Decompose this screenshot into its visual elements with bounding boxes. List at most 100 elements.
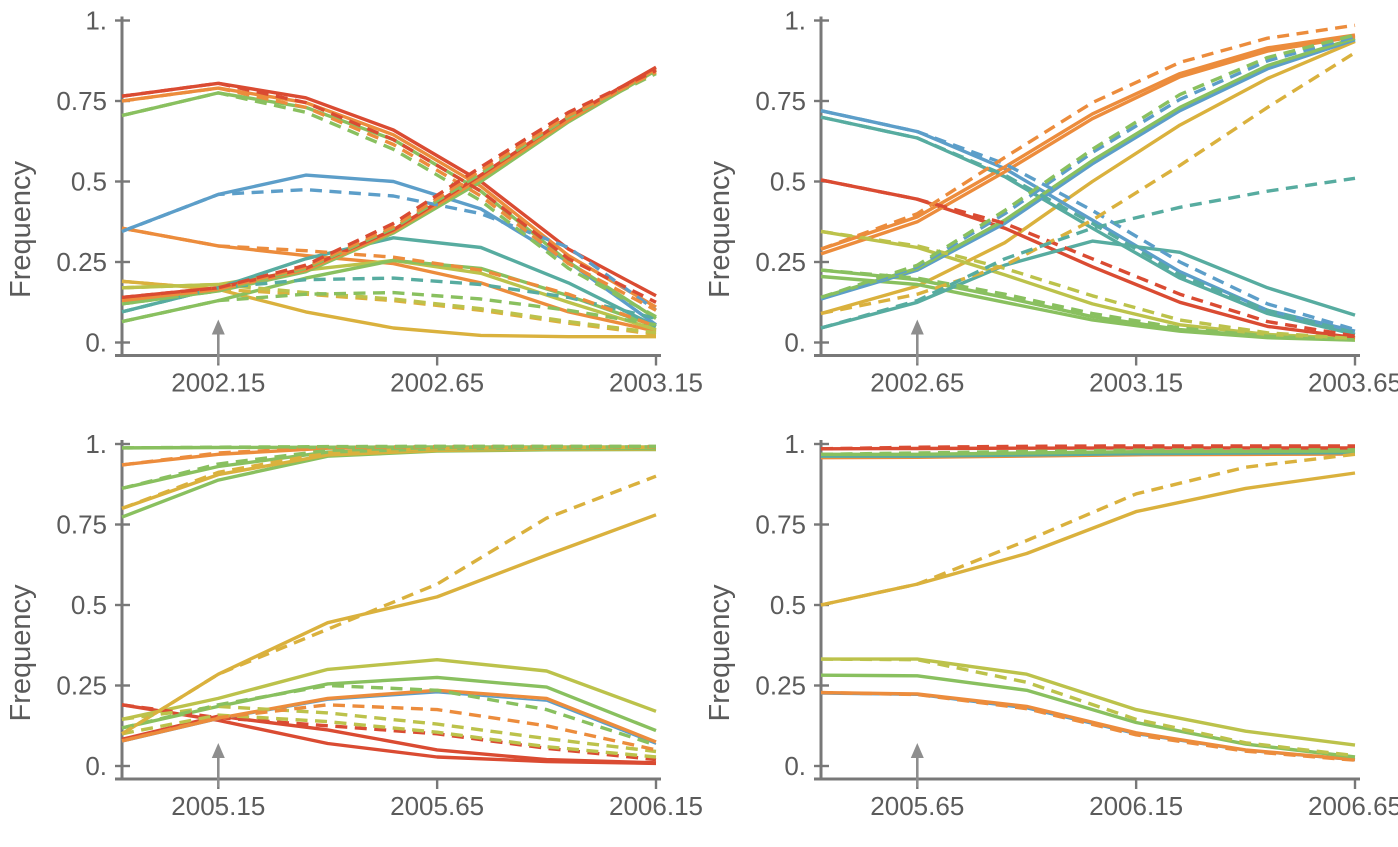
series-bottom-left-olive-dashed2 — [121, 713, 657, 759]
y-tick-label: 0.5 — [770, 167, 806, 197]
series-top-right-gold-new-dashed — [820, 51, 1356, 316]
series-top-left-orange-new-dashed — [121, 70, 657, 303]
series-top-left-orange-old-solid — [121, 86, 657, 309]
series-bottom-left-red-dashed — [121, 703, 657, 762]
panel-bottom-right: 0. 0.25 0.5 0.75 1. 2005.65 2006.15 2006.65 Freq… — [699, 424, 1398, 847]
y-tick-label: 0.25 — [755, 671, 806, 701]
y-tick-label: 0. — [784, 751, 806, 781]
y-tick-label: 0.25 — [56, 671, 107, 701]
y-tick-label: 1. — [784, 429, 806, 459]
panel-bottom-left-chart: 0. 0.25 0.5 0.75 1. 2005.15 2005.65 2006.15 Freq… — [5, 429, 703, 821]
arrow-head — [910, 743, 924, 758]
y-tick-label: 1. — [85, 429, 107, 459]
series-bottom-left-orange-m-dashed — [121, 703, 657, 752]
series-top-right-green-new-dashed — [820, 33, 1356, 300]
series-bottom-left-green-top0-dashed — [121, 444, 656, 450]
x-tick-label: 2006.65 — [1308, 791, 1398, 821]
series-bottom-right-gold-rise-dashed — [820, 452, 1356, 607]
series-top-right-green-old-dashed — [820, 268, 1356, 342]
y-axis-label: Frequency — [704, 160, 736, 298]
x-tick-label: 2003.15 — [1089, 368, 1183, 398]
series-bottom-left-green-m-dashed — [121, 683, 657, 747]
y-tick-label: 0.25 — [755, 247, 806, 277]
series-bottom-right-red-top-dashed — [820, 444, 1355, 451]
panel-bottom-left: 0. 0.25 0.5 0.75 1. 2005.15 2005.65 2006.15 Freq… — [0, 424, 703, 847]
prediction-start-arrow — [211, 319, 225, 364]
series-top-left-green-old-dashed — [121, 91, 657, 319]
series-bottom-right-blue-thin-solid — [820, 693, 1356, 762]
y-axis-label: Frequency — [5, 584, 37, 722]
series-top-left-red-old-dashed — [121, 81, 657, 304]
series-bottom-left-red-a-solid — [121, 703, 657, 766]
series-top-right-orange-new-dashed — [820, 23, 1356, 251]
series-top-left-blue-dashed — [121, 187, 657, 312]
series-top-left-orange2-dashed — [121, 226, 657, 328]
x-tick-label: 2003.15 — [609, 368, 703, 398]
panel-top-right: 0. 0.25 0.5 0.75 1. 2002.65 2003.15 2003.65 Freq… — [699, 0, 1398, 424]
series-bottom-right-orange-m-solid — [820, 690, 1356, 762]
prediction-start-arrow — [211, 743, 225, 787]
series-top-right-blue-new-solid — [820, 38, 1356, 301]
arrow-head — [211, 319, 225, 335]
series-top-right-olive-old-dashed — [820, 229, 1356, 341]
series-top-left-olive-solid — [121, 258, 657, 332]
y-tick-label: 0. — [85, 751, 107, 781]
series-top-right-teal-old-dashed — [820, 115, 1356, 335]
prediction-start-arrow — [910, 319, 924, 364]
y-tick-label: 0.75 — [56, 86, 107, 116]
y-axis-label: Frequency — [704, 584, 736, 722]
series-top-left-teal-dashed — [121, 276, 657, 321]
panel-bottom-right-chart: 0. 0.25 0.5 0.75 1. 2005.65 2006.15 2006.65 Freq… — [704, 429, 1398, 821]
series-bottom-right-green-top-dashed — [820, 448, 1355, 456]
y-axis-label: Frequency — [5, 160, 37, 298]
y-tick-label: 0. — [784, 328, 806, 358]
prediction-start-arrow — [910, 743, 924, 787]
series-top-right-red-old-dashed — [820, 178, 1356, 338]
y-tick-label: 0.75 — [56, 510, 107, 540]
series-top-right-teal-new-dashed — [820, 176, 1356, 330]
series-bottom-left-gold-rise-solid — [121, 513, 657, 736]
y-tick-label: 1. — [784, 6, 806, 36]
panel-top-left-chart: 0. 0.25 0.5 0.75 1. 2002.15 2002.65 2003.15 Freq… — [5, 6, 703, 398]
series-bottom-right-green-m-solid — [820, 673, 1356, 759]
x-tick-label: 2006.15 — [609, 791, 703, 821]
y-tick-label: 1. — [85, 6, 107, 36]
y-tick-label: 0. — [85, 328, 107, 358]
series-top-left-red-new-dashed — [121, 68, 657, 300]
series-bottom-right-orange-m-dashed — [820, 690, 1356, 762]
x-tick-label: 2005.65 — [390, 791, 484, 821]
arrow-head — [211, 743, 225, 758]
series-top-right-orange-new2-solid — [820, 34, 1356, 256]
series-bottom-left-gold-top-dashed — [121, 445, 657, 510]
series-top-left-orange-old-dashed — [121, 86, 657, 312]
y-tick-label: 0.5 — [71, 590, 107, 620]
arrow-head — [910, 319, 924, 335]
series-bottom-left-green-top-dashed — [121, 445, 657, 491]
x-tick-label: 2002.65 — [870, 368, 964, 398]
x-tick-label: 2006.15 — [1089, 791, 1183, 821]
series-bottom-left-olive-solid — [121, 658, 657, 721]
series-top-left-blue-solid — [121, 173, 657, 327]
series-top-left-olive-dashed — [121, 282, 657, 335]
x-tick-label: 2005.65 — [870, 791, 964, 821]
series-bottom-left-gold-rise-dashed — [121, 474, 657, 736]
series-bottom-right-gold-rise-solid — [820, 471, 1356, 607]
series-top-left-green-b-dashed — [121, 290, 657, 327]
y-tick-label: 0.5 — [71, 167, 107, 197]
x-tick-label: 2003.65 — [1308, 368, 1398, 398]
y-tick-label: 0.25 — [56, 247, 107, 277]
y-tick-label: 0.75 — [755, 510, 806, 540]
y-tick-label: 0.75 — [755, 86, 806, 116]
y-tick-label: 0.5 — [770, 590, 806, 620]
series-bottom-right-olive-dashed — [820, 657, 1356, 758]
panel-top-left: 0. 0.25 0.5 0.75 1. 2002.15 2002.65 2003.15 Freq… — [0, 0, 703, 424]
series-top-right-orange-new-solid — [820, 33, 1356, 251]
series-bottom-right-orange-top-solid — [820, 454, 1356, 460]
panel-top-right-chart: 0. 0.25 0.5 0.75 1. 2002.65 2003.15 2003.65 Freq… — [704, 6, 1398, 398]
series-top-right-blue-old-dashed — [820, 109, 1356, 332]
x-tick-label: 2005.15 — [171, 791, 265, 821]
x-tick-label: 2002.65 — [390, 368, 484, 398]
x-tick-label: 2002.15 — [171, 368, 265, 398]
series-bottom-right-olive-solid — [821, 657, 1356, 747]
